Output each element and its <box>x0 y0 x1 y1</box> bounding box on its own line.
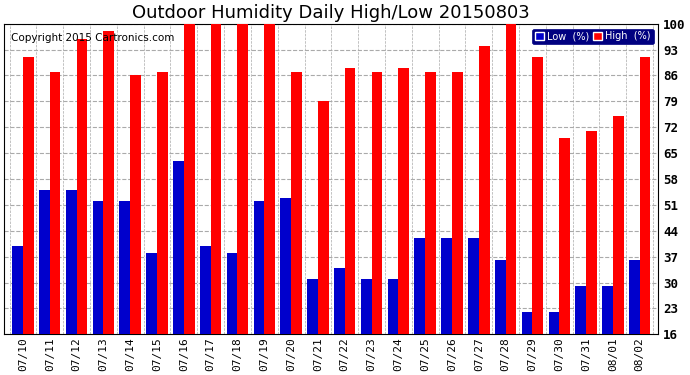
Bar <box>184 24 195 375</box>
Bar <box>398 68 409 375</box>
Bar <box>629 260 640 375</box>
Legend: Low  (%), High  (%): Low (%), High (%) <box>532 28 653 44</box>
Bar <box>130 75 141 375</box>
Bar <box>237 24 248 375</box>
Bar <box>77 39 88 375</box>
Bar <box>388 279 398 375</box>
Bar <box>506 24 516 375</box>
Bar <box>146 253 157 375</box>
Bar <box>586 131 597 375</box>
Text: Copyright 2015 Cartronics.com: Copyright 2015 Cartronics.com <box>11 33 174 43</box>
Bar <box>253 201 264 375</box>
Bar <box>334 268 345 375</box>
Bar <box>522 312 533 375</box>
Bar <box>468 238 479 375</box>
Bar <box>533 57 543 375</box>
Bar <box>227 253 237 375</box>
Bar <box>345 68 355 375</box>
Bar <box>23 57 34 375</box>
Bar <box>307 279 318 375</box>
Bar <box>50 72 61 375</box>
Bar <box>39 190 50 375</box>
Bar <box>157 72 168 375</box>
Bar <box>280 198 291 375</box>
Bar <box>640 57 651 375</box>
Bar <box>291 72 302 375</box>
Bar <box>549 312 560 375</box>
Bar <box>119 201 130 375</box>
Bar <box>210 24 221 375</box>
Bar <box>361 279 371 375</box>
Bar <box>173 160 184 375</box>
Bar <box>602 286 613 375</box>
Bar <box>371 72 382 375</box>
Bar <box>66 190 77 375</box>
Bar <box>442 238 452 375</box>
Bar <box>200 246 210 375</box>
Bar <box>318 101 328 375</box>
Bar <box>12 246 23 375</box>
Bar <box>479 46 489 375</box>
Bar <box>104 31 114 375</box>
Bar <box>575 286 586 375</box>
Bar <box>264 24 275 375</box>
Title: Outdoor Humidity Daily High/Low 20150803: Outdoor Humidity Daily High/Low 20150803 <box>132 4 530 22</box>
Bar <box>613 116 624 375</box>
Bar <box>92 201 104 375</box>
Bar <box>425 72 436 375</box>
Bar <box>452 72 463 375</box>
Bar <box>415 238 425 375</box>
Bar <box>495 260 506 375</box>
Bar <box>560 138 570 375</box>
